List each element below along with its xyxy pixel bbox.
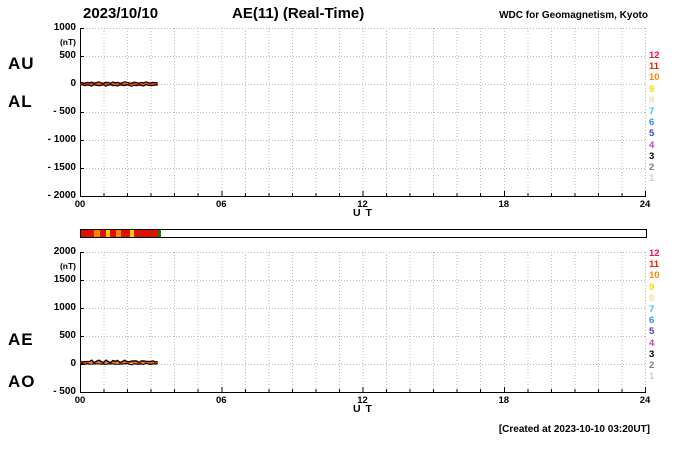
legend-station-2: 2 <box>649 161 655 173</box>
ytick-label: 1000 <box>53 22 76 33</box>
status-segment <box>105 230 111 237</box>
chart-svg <box>79 28 646 197</box>
xtick-label: 24 <box>639 395 651 406</box>
xaxis-title-bottom: U T <box>353 403 373 415</box>
status-segment <box>110 230 117 237</box>
legend-station-9: 9 <box>649 83 655 95</box>
legend-station-9: 9 <box>649 281 655 293</box>
ytick-label: 0 <box>70 358 76 369</box>
legend-station-10: 10 <box>649 270 660 282</box>
xtick-label: 24 <box>639 199 651 210</box>
legend-station-8: 8 <box>649 94 655 106</box>
status-segment <box>81 230 94 237</box>
ytick-label: 1000 <box>53 302 76 313</box>
page-title: AE(11) (Real-Time) <box>232 5 365 22</box>
xtick-label: 18 <box>498 395 510 406</box>
status-segment <box>157 230 162 237</box>
xtick-label: 00 <box>74 395 86 406</box>
ytick-label: 500 <box>59 330 76 341</box>
legend-station-5: 5 <box>649 326 655 338</box>
status-segment <box>133 230 158 237</box>
legend-station-12: 12 <box>649 248 660 259</box>
legend-station-1: 1 <box>649 371 655 383</box>
plot-date: 2023/10/10 <box>83 5 159 22</box>
unit-label-bottom: (nT) <box>59 261 76 271</box>
ytick-label: - 1000 <box>47 134 76 145</box>
legend-station-3: 3 <box>649 150 655 162</box>
xtick-label: 06 <box>215 199 227 210</box>
axis-label-ae: AE <box>8 330 34 349</box>
xtick-label: 06 <box>215 395 227 406</box>
legend-station-11: 11 <box>649 61 660 73</box>
xtick-label: 12 <box>357 395 368 406</box>
series-AE <box>79 359 158 364</box>
station-legend-bottom: 12 11 10 9 8 7 6 5 4 3 2 1 <box>649 248 673 382</box>
legend-station-6: 6 <box>649 315 655 327</box>
chart-au-al <box>79 28 647 203</box>
legend-station-6: 6 <box>649 117 655 129</box>
ytick-label: 500 <box>59 50 76 61</box>
legend-station-12: 12 <box>649 50 660 61</box>
legend-station-7: 7 <box>649 105 655 117</box>
ytick-label: - 2000 <box>47 190 76 201</box>
station-legend-top: 12 11 10 9 8 7 6 5 4 3 2 1 <box>649 50 673 184</box>
axis-label-au: AU <box>8 54 35 73</box>
axis-label-ao: AO <box>8 372 36 391</box>
chart-ae-ao <box>79 252 647 399</box>
source-label: WDC for Geomagnetism, Kyoto <box>499 10 648 21</box>
ytick-label: - 500 <box>53 386 76 397</box>
ytick-label: 2000 <box>53 246 76 257</box>
xtick-label: 12 <box>357 199 368 210</box>
legend-station-5: 5 <box>649 128 655 140</box>
status-segment <box>116 230 122 237</box>
axis-label-al: AL <box>8 92 33 111</box>
unit-label-top: (nT) <box>59 37 76 47</box>
xtick-label: 18 <box>498 199 510 210</box>
legend-station-7: 7 <box>649 303 655 315</box>
xaxis-title-top: U T <box>353 207 373 219</box>
legend-station-4: 4 <box>649 139 655 151</box>
series-AO <box>79 362 158 366</box>
chart-svg <box>79 252 646 393</box>
legend-station-2: 2 <box>649 359 655 371</box>
ytick-label: 0 <box>70 78 76 89</box>
status-segment <box>93 230 100 237</box>
legend-station-1: 1 <box>649 173 655 185</box>
series-station-trace-red <box>79 82 158 86</box>
ytick-label: - 500 <box>53 106 76 117</box>
ytick-label: - 1500 <box>47 162 76 173</box>
data-availability-bar <box>80 229 647 238</box>
legend-station-10: 10 <box>649 72 660 84</box>
series-AL <box>79 84 158 87</box>
status-segment <box>130 230 134 237</box>
status-segment <box>121 230 131 237</box>
created-timestamp: [Created at 2023-10-10 03:20UT] <box>498 424 650 435</box>
xtick-label: 00 <box>74 199 86 210</box>
series-AU <box>79 81 158 84</box>
legend-station-8: 8 <box>649 292 655 304</box>
ytick-label: 1500 <box>53 274 76 285</box>
legend-station-4: 4 <box>649 337 655 349</box>
legend-station-3: 3 <box>649 348 655 360</box>
legend-station-11: 11 <box>649 259 660 271</box>
status-segment <box>99 230 106 237</box>
